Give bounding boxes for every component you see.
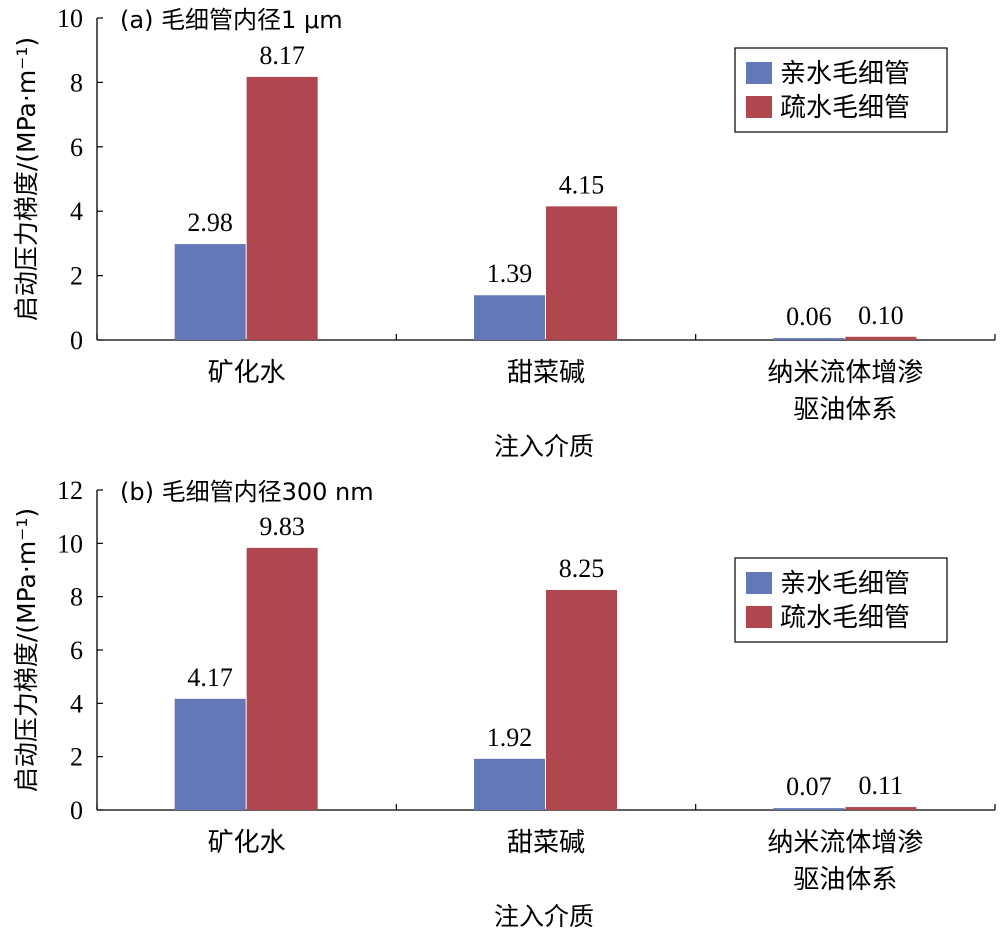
y-axis-title: 启动压力梯度/(MPa·m⁻¹)	[12, 508, 41, 792]
x-category-label-line: 纳米流体增渗	[767, 358, 923, 388]
x-category-label: 矿化水	[208, 828, 286, 858]
bar-hydrophobic	[546, 590, 617, 810]
bar-hydrophilic	[474, 758, 545, 810]
y-tick-label: 6	[70, 636, 83, 665]
y-tick-label: 12	[57, 476, 83, 505]
y-tick-label: 0	[70, 326, 83, 355]
bar-hydrophilic	[773, 338, 845, 340]
y-tick-label: 2	[70, 743, 83, 772]
y-tick-label: 10	[57, 529, 83, 558]
y-tick-label: 0	[70, 796, 83, 825]
y-tick-label: 4	[70, 197, 83, 226]
data-label: 0.11	[859, 771, 904, 800]
bar-hydrophobic	[246, 547, 318, 810]
y-tick-label: 8	[70, 583, 83, 612]
data-label: 0.07	[786, 772, 832, 801]
data-label: 9.83	[259, 512, 305, 541]
x-category-label: 甜菜碱	[507, 358, 585, 388]
x-category-label-line: 纳米流体增渗	[767, 828, 923, 858]
y-tick-label: 8	[70, 68, 83, 97]
bar-hydrophilic	[773, 808, 845, 810]
legend-label: 疏水毛细管	[780, 93, 910, 123]
y-tick-label: 10	[57, 4, 83, 33]
chart-panel-b: 0 2 4 6 8 10 12 4.17 1.92 0.07 9.83 8.25 0.11 矿化水 甜菜碱 纳…	[12, 476, 996, 931]
x-category-label-line: 矿化水	[208, 828, 286, 858]
data-label: 2.98	[187, 208, 233, 237]
legend-label: 疏水毛细管	[780, 603, 910, 633]
x-category-label-line: 驱油体系	[793, 865, 897, 895]
data-label: 8.25	[559, 554, 605, 583]
x-category-label: 纳米流体增渗驱油体系	[767, 358, 923, 425]
bar-hydrophilic	[474, 295, 545, 340]
legend-label: 亲水毛细管	[780, 569, 910, 599]
chart-panel-a: 0 2 4 6 8 10 2.98 1.39 0.06 8.17 4.15 0.10 矿化水 甜菜碱 纳米流…	[12, 4, 996, 461]
legend-swatch-hydrophilic	[746, 572, 772, 594]
x-axis-title: 注入介质	[494, 432, 594, 461]
bar-hydrophobic	[546, 206, 617, 340]
data-label: 4.17	[187, 663, 233, 692]
bar-hydrophobic	[845, 336, 917, 340]
bar-hydrophilic	[174, 244, 246, 340]
x-axis-title: 注入介质	[494, 902, 594, 931]
x-category-label-line: 驱油体系	[793, 395, 897, 425]
y-tick-label: 2	[70, 262, 83, 291]
x-category-label: 纳米流体增渗驱油体系	[767, 828, 923, 895]
x-category-label-line: 甜菜碱	[507, 828, 585, 858]
data-label: 0.06	[786, 302, 832, 331]
x-category-label: 甜菜碱	[507, 828, 585, 858]
panel-title: (a) 毛细管内径1 μm	[120, 6, 343, 34]
data-label: 1.39	[487, 259, 533, 288]
x-category-label-line: 矿化水	[208, 358, 286, 388]
bar-hydrophobic	[845, 807, 917, 810]
data-label: 0.10	[858, 301, 904, 330]
bar-hydrophilic	[174, 698, 246, 810]
data-label: 8.17	[259, 41, 305, 70]
data-label: 1.92	[487, 723, 533, 752]
x-category-label-line: 甜菜碱	[507, 358, 585, 388]
legend-swatch-hydrophobic	[746, 606, 772, 628]
legend-swatch-hydrophilic	[746, 62, 772, 84]
y-axis-title: 启动压力梯度/(MPa·m⁻¹)	[12, 37, 41, 321]
panel-title: (b) 毛细管内径300 nm	[120, 478, 374, 506]
y-tick-label: 4	[70, 689, 83, 718]
legend-label: 亲水毛细管	[780, 59, 910, 89]
bar-hydrophobic	[246, 76, 318, 341]
x-category-label: 矿化水	[208, 358, 286, 388]
data-label: 4.15	[559, 170, 605, 199]
legend-swatch-hydrophobic	[746, 96, 772, 118]
y-tick-label: 6	[70, 133, 83, 162]
